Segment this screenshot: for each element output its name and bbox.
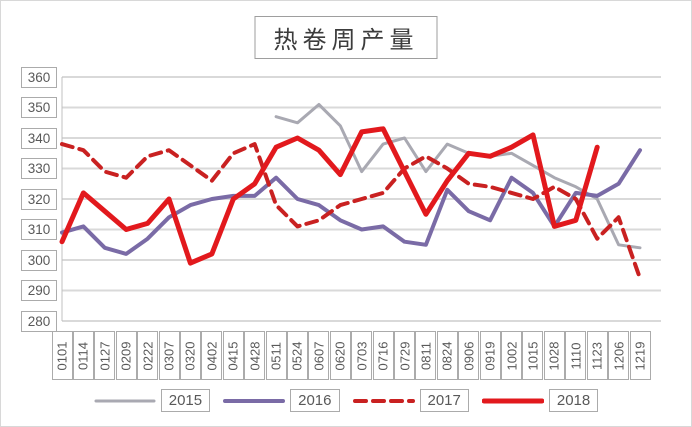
x-axis-tick-label: 1002 <box>501 331 523 380</box>
series-line-2016 <box>60 148 642 256</box>
y-axis-tick-label: 350 <box>21 97 57 118</box>
y-axis-tick-label: 320 <box>21 188 57 210</box>
y-axis-tick-label: 340 <box>21 127 57 149</box>
legend-swatch <box>352 398 415 403</box>
x-axis-tick-label: 0209 <box>115 331 137 380</box>
legend: 2015 2016 2017 2018 <box>1 389 691 412</box>
x-axis-tick-label: 0511 <box>265 331 287 380</box>
x-axis-tick-label: 0811 <box>415 331 437 380</box>
x-axis-tick-label: 0524 <box>286 331 308 380</box>
legend-swatch <box>223 398 286 403</box>
x-axis-tick-label: 1015 <box>522 331 544 380</box>
x-axis-tick-label: 0114 <box>72 331 94 380</box>
x-axis-tick-label: 0222 <box>137 331 159 380</box>
x-axis-tick-label: 0307 <box>158 331 180 380</box>
x-axis-tick-label: 0415 <box>222 331 244 380</box>
x-axis-tick-label: 1206 <box>608 331 630 380</box>
x-axis-tick-label: 0729 <box>394 331 416 380</box>
series-line-2018 <box>59 126 600 266</box>
y-axis-tick-label: 330 <box>21 158 57 179</box>
x-axis-tick-label: 1110 <box>565 331 587 380</box>
legend-label: 2015 <box>160 389 211 412</box>
series-line-2015 <box>274 103 642 250</box>
x-axis-tick-label: 0620 <box>329 331 351 380</box>
y-axis-tick-label: 310 <box>21 219 57 240</box>
legend-item-2016: 2016 <box>223 389 340 412</box>
legend-item-2017: 2017 <box>352 389 469 412</box>
y-axis-tick-label: 280 <box>21 310 57 332</box>
x-axis-tick-label: 0703 <box>351 331 373 380</box>
legend-swatch <box>481 398 544 403</box>
x-axis-tick-label: 0428 <box>244 331 266 380</box>
legend-item-2018: 2018 <box>481 389 599 412</box>
x-axis-tick-label: 0824 <box>436 331 458 380</box>
x-axis-tick-label: 1028 <box>543 331 565 380</box>
y-axis-tick-label: 360 <box>21 66 57 88</box>
x-axis-tick-label: 0402 <box>201 331 223 380</box>
x-axis-tick-label: 0607 <box>308 331 330 380</box>
x-axis-tick-label: 0919 <box>479 331 501 380</box>
chart-title: 热卷周产量 <box>254 16 438 59</box>
x-axis-tick-label: 0101 <box>51 331 73 380</box>
legend-label: 2017 <box>419 389 469 412</box>
x-axis-tick-label: 1219 <box>629 331 651 380</box>
series-line-2017 <box>60 142 642 281</box>
legend-item-2015: 2015 <box>94 389 211 412</box>
x-axis-tick-label: 0716 <box>372 331 394 380</box>
y-axis-tick-label: 300 <box>21 249 57 271</box>
x-axis-tick-label: 1123 <box>586 331 608 380</box>
x-axis-tick-label: 0906 <box>458 331 480 380</box>
x-axis-tick-label: 0127 <box>94 331 116 380</box>
y-axis-tick-label: 290 <box>21 280 57 301</box>
legend-label: 2016 <box>290 389 340 412</box>
legend-swatch <box>94 399 156 402</box>
legend-label: 2018 <box>548 389 599 412</box>
x-axis-tick-label: 0320 <box>179 331 201 380</box>
